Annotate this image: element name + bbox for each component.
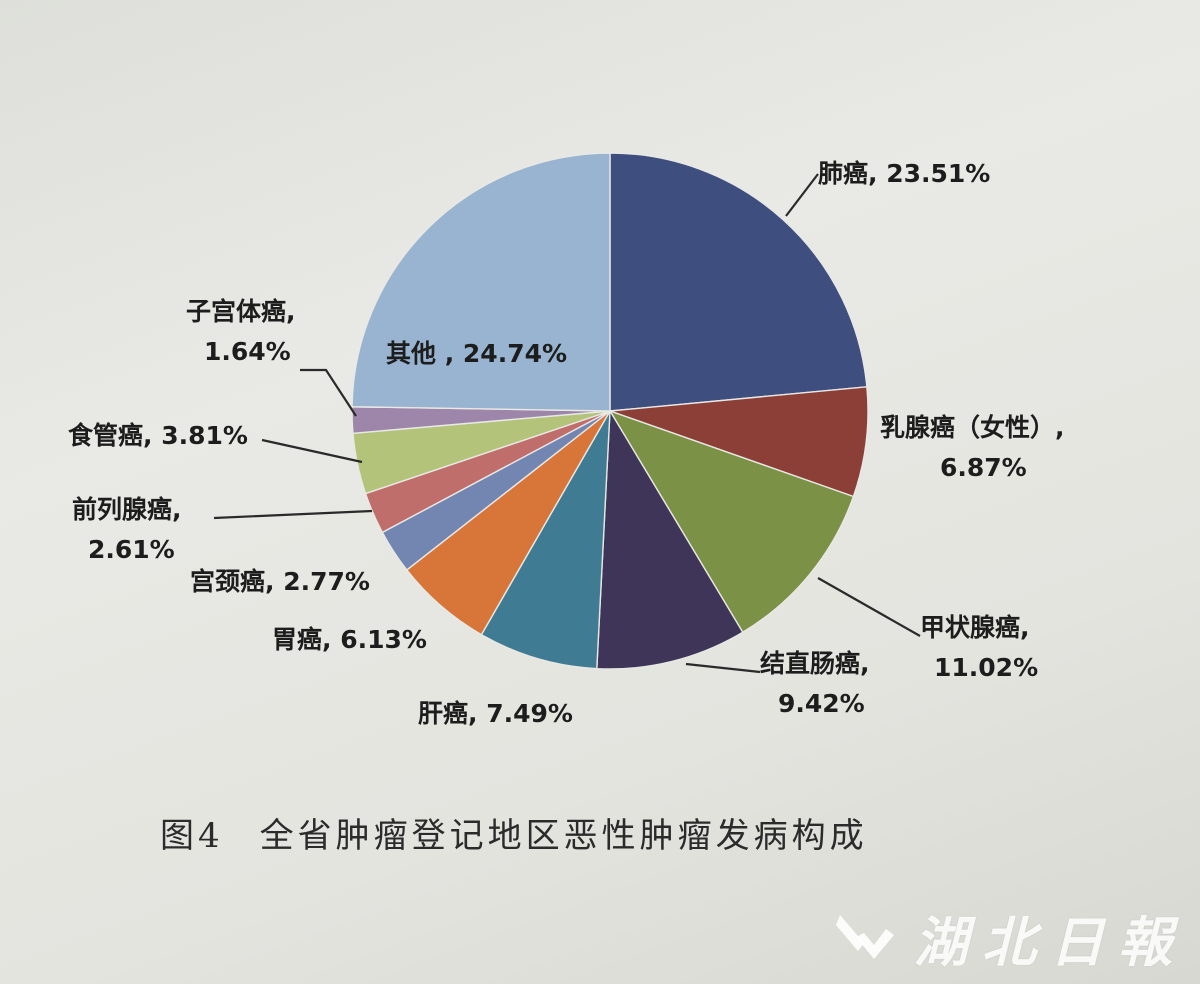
slice-label-line: 2.61%	[88, 535, 175, 564]
slice-label: 前列腺癌, 2.61%	[72, 495, 182, 564]
slice-label: 其他 , 24.74%	[386, 339, 567, 368]
slice-label: 甲状腺癌, 11.02%	[920, 613, 1038, 682]
pie-slice	[351, 152, 611, 412]
slice-label-line: 肺癌, 23.51%	[818, 159, 990, 188]
leader-line	[817, 577, 921, 637]
watermark: 湖北日報	[834, 898, 1186, 977]
slice-label: 胃癌, 6.13%	[272, 625, 427, 654]
figure-caption: 图4 全省肿瘤登记地区恶性肿瘤发病构成	[160, 808, 868, 857]
slice-label-line: 宫颈癌, 2.77%	[190, 567, 370, 596]
slice-label-line: 甲状腺癌,	[920, 613, 1030, 642]
pie-slice	[480, 410, 611, 670]
slice-label: 肝癌, 7.49%	[418, 699, 573, 728]
slice-label-line: 结直肠癌,	[760, 649, 870, 678]
slice-label-line: 11.02%	[934, 653, 1038, 682]
figure-number: 图4	[160, 816, 224, 856]
leader-lines	[213, 173, 921, 674]
slice-label-line: 胃癌, 6.13%	[272, 625, 427, 654]
leader-line	[300, 368, 357, 417]
slice-label-line: 食管癌, 3.81%	[68, 421, 248, 450]
slice-label: 宫颈癌, 2.77%	[190, 567, 370, 596]
slice-label: 结直肠癌, 9.42%	[760, 649, 870, 718]
slice-label-line: 6.87%	[940, 453, 1027, 482]
pie-slices	[351, 152, 869, 670]
pie-slice	[609, 386, 869, 498]
hubei-daily-logo-icon	[836, 914, 894, 959]
slice-label-line: 肝癌, 7.49%	[418, 699, 573, 728]
slice-label-line: 其他 , 24.74%	[386, 339, 567, 368]
pie-slice	[596, 408, 744, 670]
slice-label-line: 乳腺癌（女性）,	[880, 413, 1065, 442]
watermark-text: 湖北日報	[914, 911, 1186, 974]
pie-slice	[609, 152, 868, 412]
leader-line	[213, 509, 373, 520]
slice-label-line: 前列腺癌,	[72, 495, 182, 524]
slice-label-line: 1.64%	[204, 337, 291, 366]
leader-line	[785, 173, 819, 217]
slice-label-line: 9.42%	[778, 689, 865, 718]
slice-label: 食管癌, 3.81%	[68, 421, 248, 450]
leader-line	[685, 662, 761, 674]
pie-slice	[608, 409, 855, 634]
slice-label: 子宫体癌, 1.64%	[186, 297, 296, 366]
slice-labels: 肺癌, 23.51% 乳腺癌（女性）, 6.87% 甲状腺癌, 11.02% 结直肠癌, 9…	[68, 159, 1065, 728]
figure-title: 全省肿瘤登记地区恶性肿瘤发病构成	[259, 816, 868, 856]
slice-label-line: 子宫体癌,	[186, 297, 296, 326]
leader-line	[261, 438, 363, 464]
slice-label: 肺癌, 23.51%	[818, 159, 990, 188]
slice-label: 乳腺癌（女性）, 6.87%	[880, 413, 1065, 482]
